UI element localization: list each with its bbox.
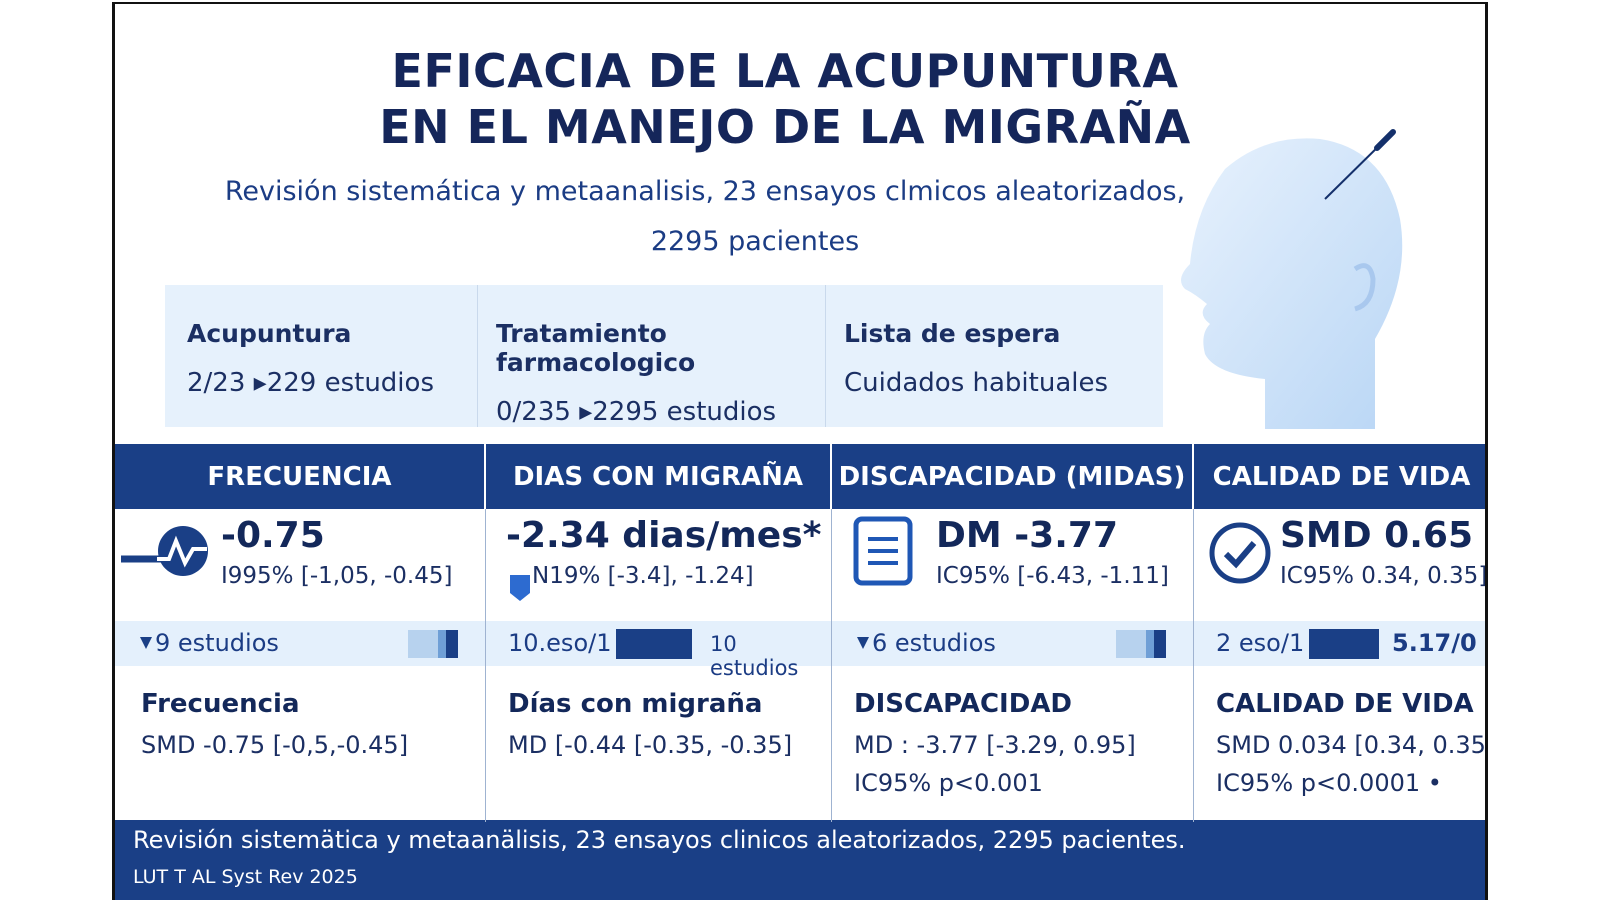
panel-ci: IC95% [-6.43, -1.11] xyxy=(936,563,1169,589)
comparison-cell: Tratamiento farmacologico 0/235 ▸2295 est… xyxy=(478,285,826,427)
subtitle-line: Revisión sistemática y metaanalisis, 23 … xyxy=(224,176,1186,207)
summary-line: SMD -0.75 [-0,5,-0.45] xyxy=(141,731,409,759)
panel-header: DISCAPACIDAD (MIDAS) xyxy=(832,444,1194,509)
comparison-label: Tratamiento farmacologico xyxy=(496,319,696,377)
panel: -2.34 dias/mes* N19% [-3.4], -1.24] 10.eso… xyxy=(486,509,832,822)
studies-bar xyxy=(616,629,692,659)
comparison-label: Acupuntura xyxy=(187,319,352,348)
summary-title: DISCAPACIDAD xyxy=(854,689,1073,719)
studies-row: 6 estudios xyxy=(832,621,1193,666)
panel-ci: IC95% 0.34, 0.35] xyxy=(1280,563,1488,589)
panel-icon xyxy=(852,515,914,591)
studies-row: 9 estudios xyxy=(115,621,485,666)
studies-right: 5.17/0 xyxy=(1392,629,1477,657)
summary-line: MD [-0.44 [-0.35, -0.35] xyxy=(508,731,793,759)
summary-title: Frecuencia xyxy=(141,689,300,719)
panel-value: DM -3.77 xyxy=(936,515,1119,556)
summary-line: SMD 0.034 [0.34, 0.35] xyxy=(1216,731,1488,759)
footer-text: Revisión sistemätica y metaanälisis, 23 … xyxy=(133,826,1186,854)
panel-ci: N19% [-3.4], -1.24] xyxy=(532,563,754,589)
studies-right: 10 estudios xyxy=(710,632,799,680)
studies-icon xyxy=(139,635,153,655)
panel-value: -2.34 dias/mes* xyxy=(506,515,822,556)
summary-line: MD : -3.77 [-3.29, 0.95] xyxy=(854,731,1136,759)
studies-text: 2 eso/1 xyxy=(1216,629,1305,657)
panel: -0.75 I995% [-1,05, -0.45] 9 estudios Frecu… xyxy=(115,509,486,822)
footer-citation: LUT T AL Syst Rev 2025 xyxy=(133,866,358,888)
panel: DM -3.77 IC95% [-6.43, -1.11] 6 estudios DI… xyxy=(832,509,1194,822)
studies-icon xyxy=(856,635,870,655)
panel-icon xyxy=(121,519,211,583)
title-line: EN EL MANEJO DE LA MIGRAÑA xyxy=(379,100,1191,154)
comparison-box: Acupuntura 2/23 ▸229 estudios Tratamiento … xyxy=(165,285,1163,427)
panel-icon xyxy=(506,571,536,609)
studies-bar xyxy=(1116,630,1166,658)
panel: SMD 0.65 IC95% 0.34, 0.35] 2 eso/1 5.17/0 CA… xyxy=(1194,509,1488,822)
studies-bar xyxy=(1309,629,1379,659)
studies-row: 10.eso/1 10 estudios xyxy=(486,621,831,680)
panel-icon xyxy=(1208,521,1272,589)
footer: Revisión sistemätica y metaanälisis, 23 … xyxy=(115,820,1485,900)
comparison-cell: Lista de espera Cuidados habituales xyxy=(826,285,1163,427)
panel-value: SMD 0.65 xyxy=(1280,515,1473,556)
panel-header: CALIDAD DE VIDA xyxy=(1194,444,1485,509)
panel-ci: I995% [-1,05, -0.45] xyxy=(221,563,453,589)
frame: Acupuntura 2/23 ▸229 estudios Tratamiento … xyxy=(112,2,1488,900)
summary-line: IC95% p<0.001 xyxy=(854,769,1043,797)
studies-text: 10.eso/1 xyxy=(508,629,612,657)
title-line: EFICACIA DE LA ACUPUNTURA xyxy=(391,44,1179,98)
studies-text: 6 estudios xyxy=(872,629,996,657)
comparison-detail: 2/23 ▸229 estudios xyxy=(187,368,434,398)
panel-header: DIAS CON MIGRAÑA xyxy=(486,444,832,509)
comparison-detail: 0/235 ▸2295 estudios xyxy=(496,397,777,427)
comparison-cell: Acupuntura 2/23 ▸229 estudios xyxy=(165,285,478,427)
studies-bar xyxy=(408,630,458,658)
studies-row: 2 eso/1 5.17/0 xyxy=(1194,621,1485,666)
studies-text: 9 estudios xyxy=(155,629,279,657)
summary-title: Días con migraña xyxy=(508,689,763,719)
comparison-detail: Cuidados habituales xyxy=(844,368,1109,398)
summary-title: CALIDAD DE VIDA xyxy=(1216,689,1474,719)
panel-header: FRECUENCIA xyxy=(115,444,486,509)
summary-line: IC95% p<0.0001 • xyxy=(1216,769,1442,797)
comparison-label: Lista de espera xyxy=(844,319,1061,348)
subtitle-line: 2295 pacientes xyxy=(650,226,860,257)
head-illustration xyxy=(1181,129,1403,429)
panel-value: -0.75 xyxy=(221,515,325,556)
